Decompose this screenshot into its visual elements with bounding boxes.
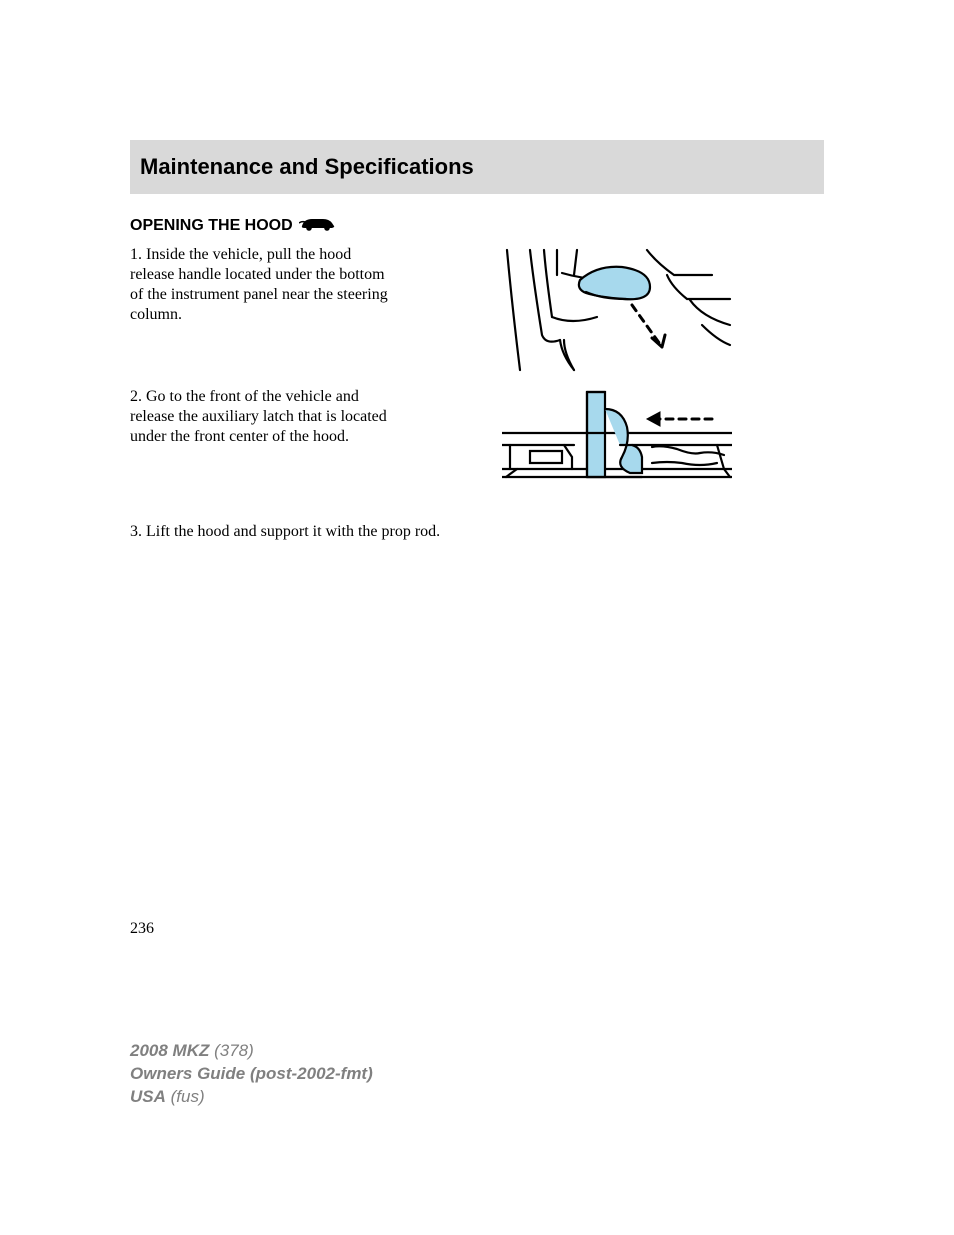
footer-line-2: Owners Guide (post-2002-fmt): [130, 1063, 373, 1086]
footer-region: USA: [130, 1087, 166, 1106]
page-title: Maintenance and Specifications: [140, 154, 814, 180]
section-heading-text: OPENING THE HOOD: [130, 217, 293, 235]
car-icon: [299, 214, 337, 237]
step-1-text: 1. Inside the vehicle, pull the hood rel…: [130, 245, 390, 325]
figure-1: [410, 245, 824, 375]
page-number: 236: [130, 920, 154, 938]
footer-model-code: (378): [209, 1041, 253, 1060]
figure-2: [410, 387, 824, 492]
step-2-row: 2. Go to the front of the vehicle and re…: [130, 387, 824, 492]
step-3-text: 3. Lift the hood and support it with the…: [130, 522, 824, 542]
footer-guide: Owners Guide (post-2002-fmt): [130, 1064, 373, 1083]
footer: 2008 MKZ (378) Owners Guide (post-2002-f…: [130, 1040, 373, 1109]
footer-line-1: 2008 MKZ (378): [130, 1040, 373, 1063]
header-bar: Maintenance and Specifications: [130, 140, 824, 194]
footer-line-3: USA (fus): [130, 1086, 373, 1109]
section-heading: OPENING THE HOOD: [130, 214, 824, 237]
footer-model: 2008 MKZ: [130, 1041, 209, 1060]
footer-region-code: (fus): [166, 1087, 205, 1106]
step-2-text: 2. Go to the front of the vehicle and re…: [130, 387, 390, 447]
step-1-row: 1. Inside the vehicle, pull the hood rel…: [130, 245, 824, 375]
